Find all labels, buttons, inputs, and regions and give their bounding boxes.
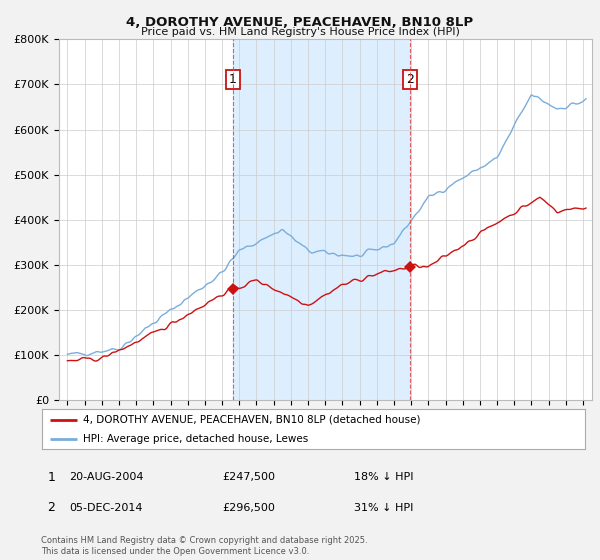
Text: 4, DOROTHY AVENUE, PEACEHAVEN, BN10 8LP (detached house): 4, DOROTHY AVENUE, PEACEHAVEN, BN10 8LP … xyxy=(83,415,420,424)
Text: 4, DOROTHY AVENUE, PEACEHAVEN, BN10 8LP: 4, DOROTHY AVENUE, PEACEHAVEN, BN10 8LP xyxy=(127,16,473,29)
Text: HPI: Average price, detached house, Lewes: HPI: Average price, detached house, Lewe… xyxy=(83,434,308,444)
Text: 1: 1 xyxy=(229,73,237,86)
Text: 2: 2 xyxy=(406,73,413,86)
Text: £247,500: £247,500 xyxy=(222,472,275,482)
Text: 18% ↓ HPI: 18% ↓ HPI xyxy=(354,472,413,482)
Text: 20-AUG-2004: 20-AUG-2004 xyxy=(69,472,143,482)
Text: £296,500: £296,500 xyxy=(222,503,275,513)
Bar xyxy=(233,39,410,400)
Text: 05-DEC-2014: 05-DEC-2014 xyxy=(69,503,143,513)
Text: 1: 1 xyxy=(47,470,55,484)
Text: Contains HM Land Registry data © Crown copyright and database right 2025.
This d: Contains HM Land Registry data © Crown c… xyxy=(41,536,367,556)
Text: Price paid vs. HM Land Registry's House Price Index (HPI): Price paid vs. HM Land Registry's House … xyxy=(140,27,460,38)
Text: 2: 2 xyxy=(47,501,55,515)
Text: 31% ↓ HPI: 31% ↓ HPI xyxy=(354,503,413,513)
